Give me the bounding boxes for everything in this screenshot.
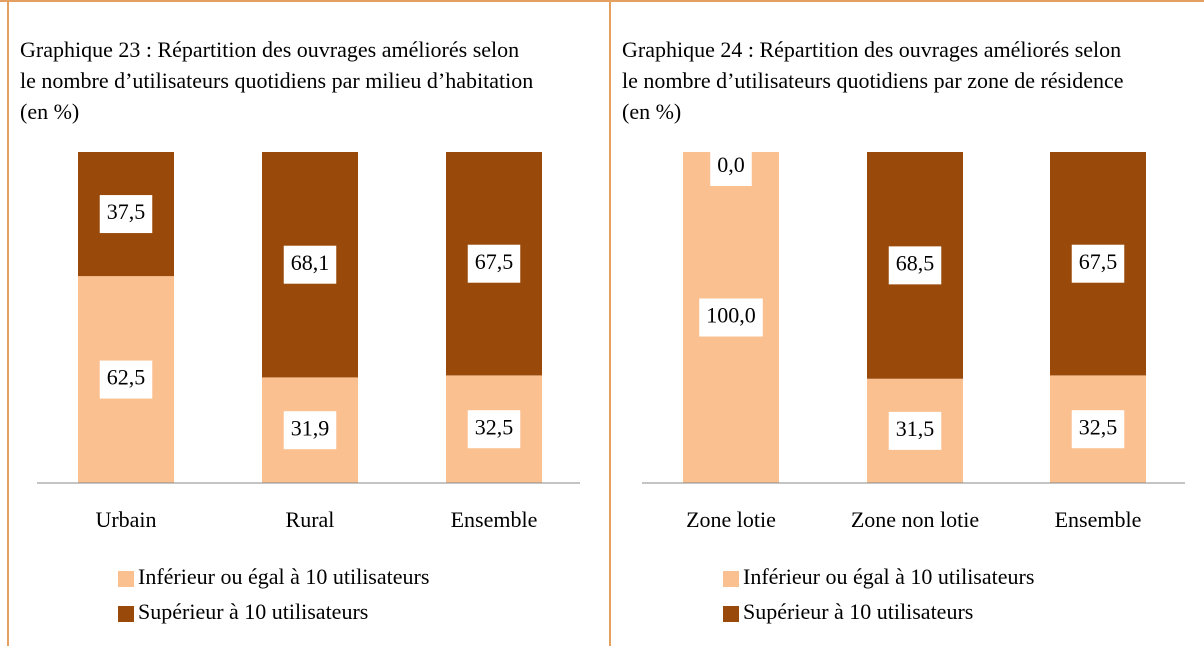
- value-label-box: [888, 411, 942, 450]
- legend-swatch: [118, 571, 134, 587]
- value-label: 68,1: [291, 250, 330, 275]
- x-tick-label: Zone lotie: [686, 507, 776, 532]
- value-label: 37,5: [107, 199, 146, 224]
- legend-label: Inférieur ou égal à 10 utilisateurs: [138, 564, 429, 589]
- legend-swatch: [118, 606, 134, 622]
- legend-label: Supérieur à 10 utilisateurs: [743, 599, 973, 624]
- value-label-box: [888, 246, 942, 285]
- legend-swatch: [723, 606, 739, 622]
- value-label-box: [99, 195, 153, 234]
- chart-title: Graphique 23 : Répartition des ouvrages …: [20, 37, 534, 124]
- value-label-box: [467, 244, 521, 283]
- legend-label: Supérieur à 10 utilisateurs: [138, 599, 368, 624]
- value-label: 31,9: [291, 415, 330, 440]
- legend-label: Inférieur ou égal à 10 utilisateurs: [743, 564, 1034, 589]
- value-label-box: [1071, 244, 1125, 283]
- x-tick-label: Ensemble: [1055, 507, 1142, 532]
- value-label-box: [99, 360, 153, 399]
- x-tick-label: Ensemble: [451, 507, 538, 532]
- legend-swatch: [723, 571, 739, 587]
- x-tick-label: Urbain: [95, 507, 156, 532]
- x-tick-label: Rural: [286, 507, 335, 532]
- value-label: 32,5: [1079, 414, 1118, 439]
- value-label-box: [710, 148, 752, 186]
- value-label: 68,5: [896, 250, 935, 275]
- value-label-box: [283, 411, 337, 450]
- value-label: 100,0: [706, 303, 756, 328]
- value-label: 32,5: [475, 414, 514, 439]
- chart-title: Graphique 24 : Répartition des ouvrages …: [622, 37, 1124, 124]
- value-label-box: [467, 410, 521, 449]
- value-label: 67,5: [475, 249, 514, 274]
- value-label: 67,5: [1079, 249, 1118, 274]
- value-label-box: [283, 245, 337, 284]
- value-label: 0,0: [717, 152, 745, 177]
- x-tick-label: Zone non lotie: [851, 507, 979, 532]
- value-label: 31,5: [896, 416, 935, 441]
- value-label-box: [1071, 410, 1125, 449]
- value-label-box: [699, 298, 763, 337]
- value-label: 62,5: [107, 365, 146, 390]
